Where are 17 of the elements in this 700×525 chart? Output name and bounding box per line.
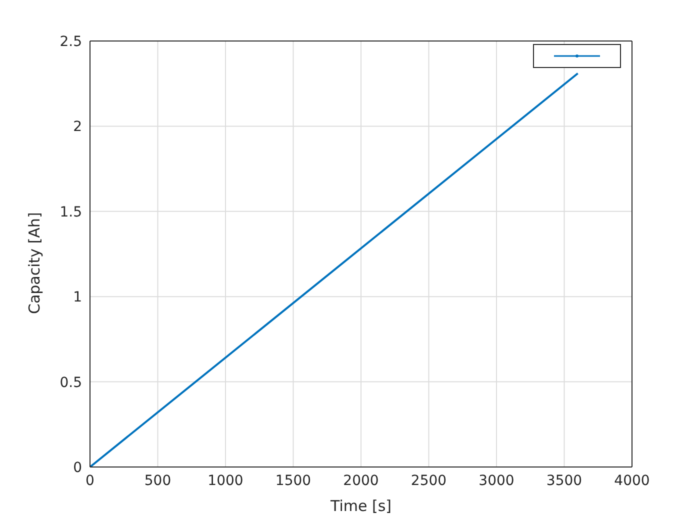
y-tick-label: 2 — [73, 119, 82, 136]
x-tick-label: 2000 — [343, 472, 379, 489]
y-tick-label: 1.5 — [60, 204, 82, 220]
x-tick-label: 500 — [144, 472, 172, 489]
x-axis-title: Time [s] — [330, 497, 392, 515]
x-tick-label: 1500 — [275, 472, 312, 489]
y-tick-label: 1 — [73, 290, 82, 306]
y-tick-label: 2.5 — [60, 34, 82, 50]
y-axis-title: Capacity [Ah] — [25, 212, 44, 314]
y-tick-label: 0 — [73, 460, 82, 476]
y-tick-label: 0.5 — [60, 374, 82, 391]
x-tick-label: 3500 — [546, 472, 582, 489]
x-tick-label: 2500 — [410, 472, 447, 489]
x-tick-label: 3000 — [478, 472, 514, 489]
x-tick-label: 1000 — [208, 472, 244, 489]
x-tick-label: 0 — [86, 472, 94, 489]
x-tick-label: 4000 — [614, 472, 650, 489]
